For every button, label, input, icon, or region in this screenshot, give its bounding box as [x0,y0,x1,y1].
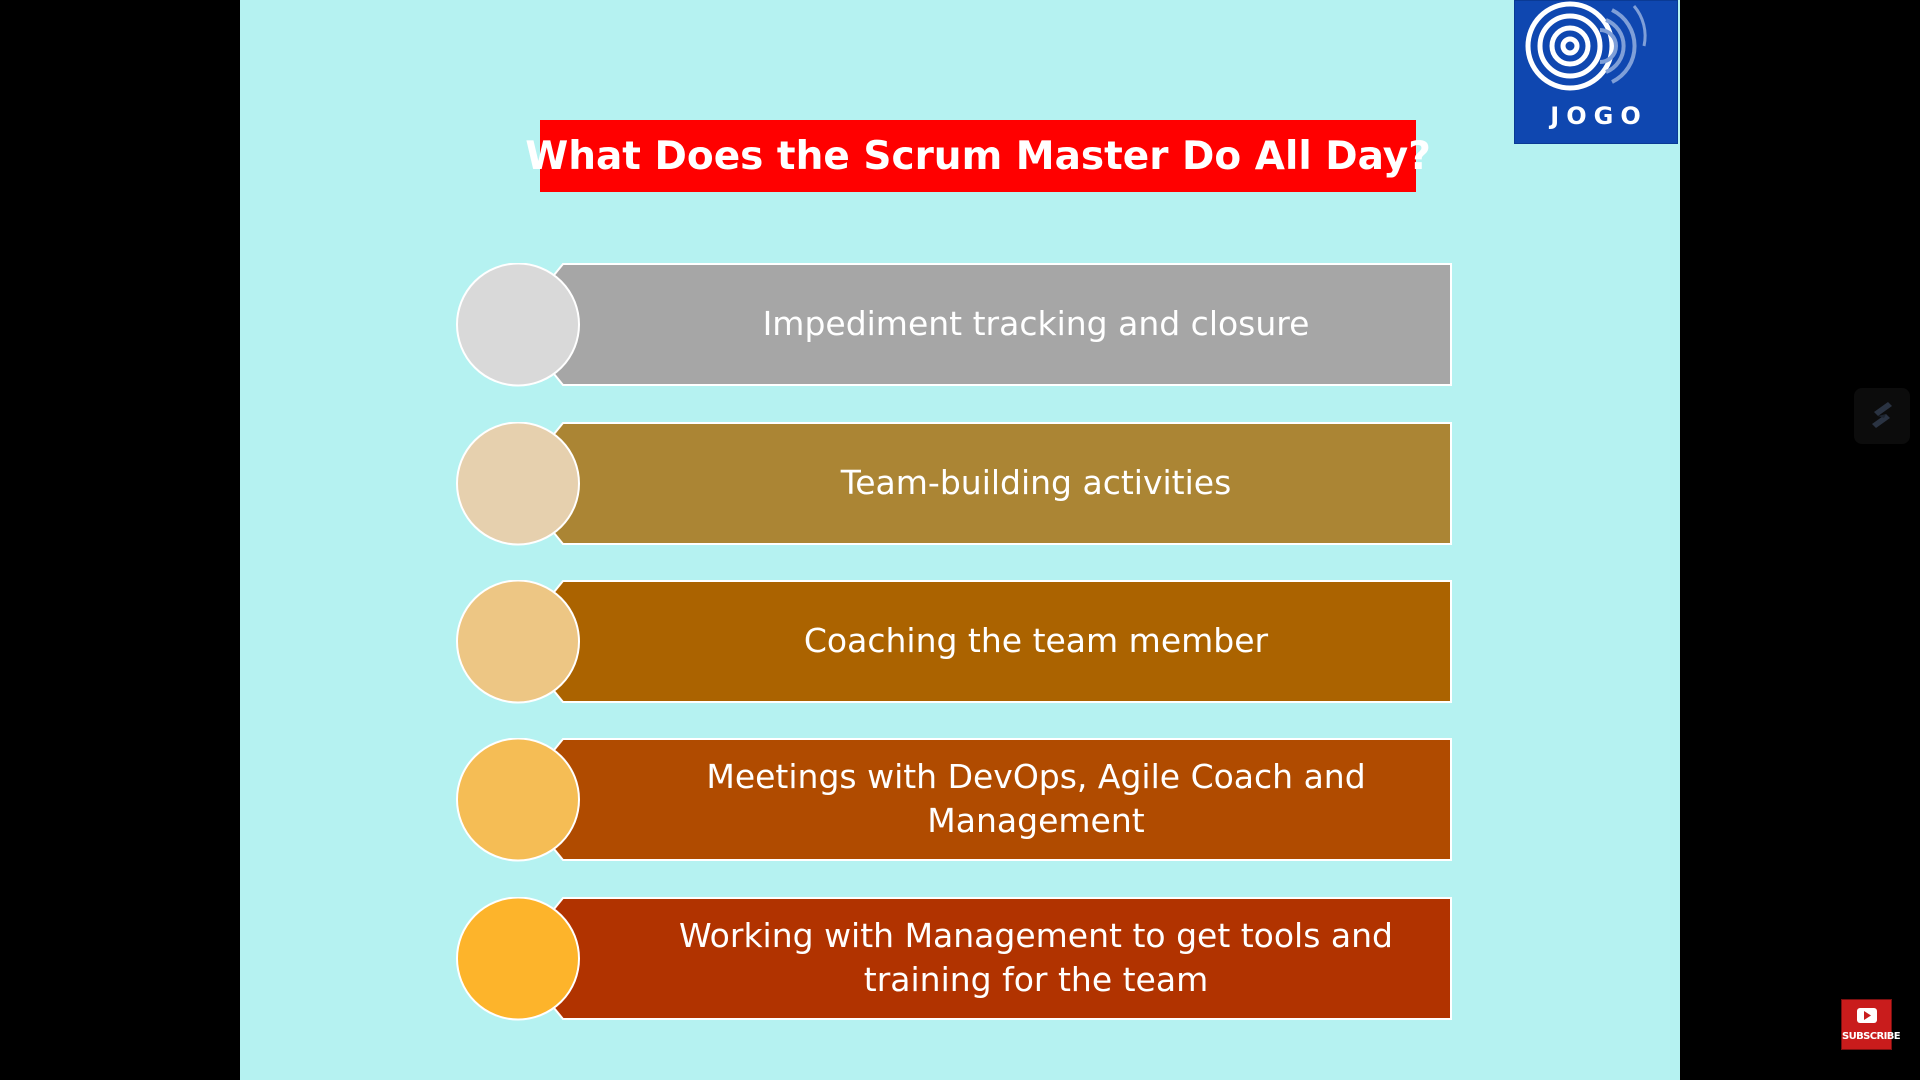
item-shape [456,738,1452,862]
presentation-slide: What Does the Scrum Master Do All Day? J… [240,0,1680,1080]
logo-text: JOGO [1550,102,1648,130]
subscribe-label: SUBSCRIBE [1842,1031,1901,1042]
jogo-logo: JOGO [1514,0,1678,144]
item-label: Team-building activities [840,463,1232,502]
list-item: Working with Management to get tools and… [456,897,1456,1021]
slash-logo-icon[interactable] [1854,388,1910,444]
subscribe-button[interactable]: SUBSCRIBE [1841,999,1901,1050]
item-label: Meetings with DevOps, Agile Coach and Ma… [706,757,1366,840]
list-item: Impediment tracking and closure [456,263,1456,387]
item-shape [456,263,1452,387]
youtube-play-icon [1857,1008,1877,1023]
item-label: Working with Management to get tools and… [678,916,1393,999]
list-item: Coaching the team member [456,580,1456,704]
item-shape [456,422,1452,546]
list-item: Team-building activities [456,422,1456,546]
item-shape [456,580,1452,704]
title-box-bg [540,120,1416,192]
item-shape [456,897,1452,1021]
list-item: Meetings with DevOps, Agile Coach and Ma… [456,738,1456,862]
item-label: Coaching the team member [803,621,1269,660]
slide-title: What Does the Scrum Master Do All Day? [525,133,1431,179]
concentric-circles-logo-icon [1525,1,1647,91]
item-label: Impediment tracking and closure [762,304,1310,343]
